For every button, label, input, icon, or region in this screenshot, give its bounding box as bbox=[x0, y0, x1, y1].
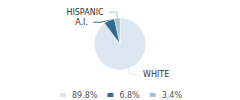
svg-text:6.8%: 6.8% bbox=[119, 91, 140, 100]
svg-text:WHITE: WHITE bbox=[143, 70, 169, 79]
svg-text:89.8%: 89.8% bbox=[72, 91, 98, 100]
svg-text:3.4%: 3.4% bbox=[162, 91, 183, 100]
svg-text:HISPANIC: HISPANIC bbox=[66, 8, 104, 17]
svg-text:A.I.: A.I. bbox=[75, 18, 88, 27]
